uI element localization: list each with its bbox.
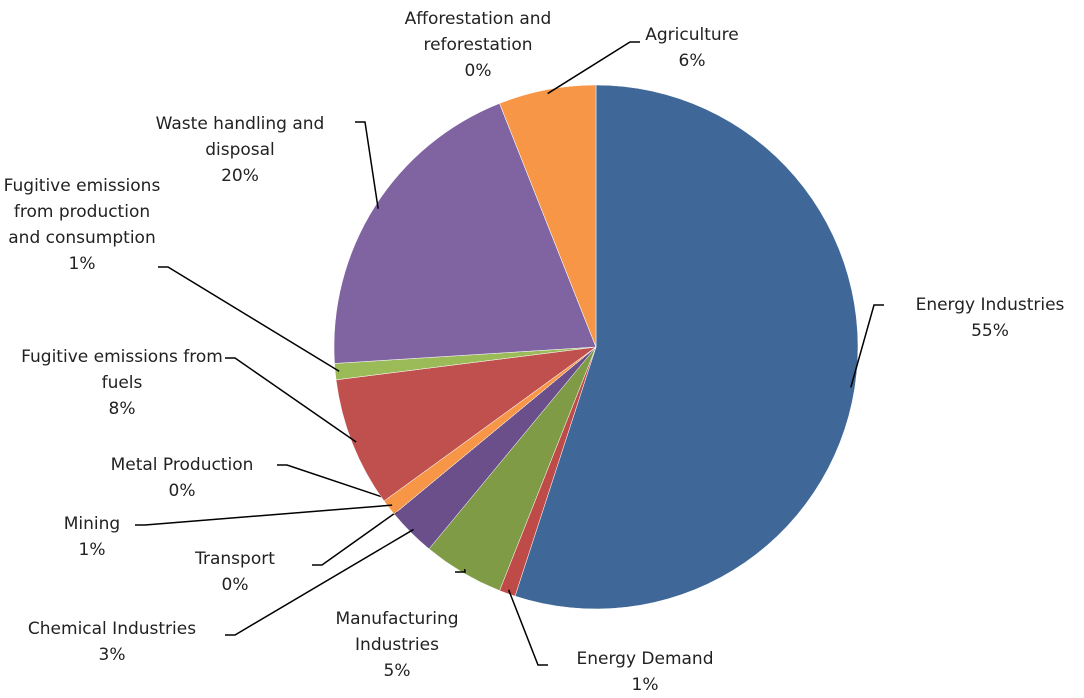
category-label: Transport <box>195 549 275 569</box>
value-label: 1% <box>78 540 106 560</box>
slice-label: Metal Production 0% <box>82 452 282 504</box>
leader-line <box>455 568 466 573</box>
leader-line <box>312 510 398 566</box>
value-label: 8% <box>108 399 136 419</box>
pie-slice <box>499 84 597 348</box>
slice-label: Manufacturing Industries 5% <box>312 606 482 684</box>
category-label: Waste handling and disposal <box>155 114 325 160</box>
leader-line <box>158 266 340 372</box>
value-label: 6% <box>678 51 706 71</box>
pie-slice <box>514 84 859 610</box>
leader-line <box>225 528 414 636</box>
slice-label: Fugitive emissions from production and c… <box>0 173 167 277</box>
slice-label: Transport 0% <box>175 546 295 598</box>
value-label: 5% <box>383 661 411 681</box>
leader-line <box>355 121 379 209</box>
category-label: Metal Production <box>110 455 254 475</box>
slice-label: Mining 1% <box>52 511 132 563</box>
pie-slice <box>335 346 597 502</box>
slice-label: Afforestation and reforestation 0% <box>378 6 578 84</box>
leader-line <box>225 357 357 443</box>
value-label: 0% <box>464 61 492 81</box>
slice-label: Energy Industries 55% <box>890 292 1084 344</box>
slice-label: Energy Demand 1% <box>545 646 745 698</box>
value-label: 3% <box>98 645 126 665</box>
leader-line <box>547 41 640 95</box>
value-label: 0% <box>221 575 249 595</box>
slice-label: Waste handling and disposal 20% <box>125 111 355 189</box>
category-label: Fugitive emissions from fuels <box>21 347 223 393</box>
value-label: 1% <box>68 254 96 274</box>
category-label: Chemical Industries <box>27 619 197 639</box>
leader-line <box>507 589 548 666</box>
category-label: Afforestation and reforestation <box>404 9 552 55</box>
slice-label: Agriculture 6% <box>617 22 767 74</box>
value-label: 55% <box>971 321 1009 341</box>
value-label: 1% <box>631 675 659 695</box>
category-label: Energy Industries <box>915 295 1065 315</box>
category-label: Mining <box>63 514 121 534</box>
value-label: 20% <box>221 166 259 186</box>
leader-line <box>850 304 884 388</box>
slice-label: Fugitive emissions from fuels 8% <box>12 344 232 422</box>
leader-line <box>135 504 393 526</box>
leader-line <box>277 464 388 500</box>
category-label: Agriculture <box>645 25 739 45</box>
slice-label: Chemical Industries 3% <box>0 616 227 668</box>
category-label: Energy Demand <box>576 649 714 669</box>
category-label: Fugitive emissions from production and c… <box>3 176 161 248</box>
value-label: 0% <box>168 481 196 501</box>
category-label: Manufacturing Industries <box>335 609 459 655</box>
pie-slice <box>333 103 597 364</box>
